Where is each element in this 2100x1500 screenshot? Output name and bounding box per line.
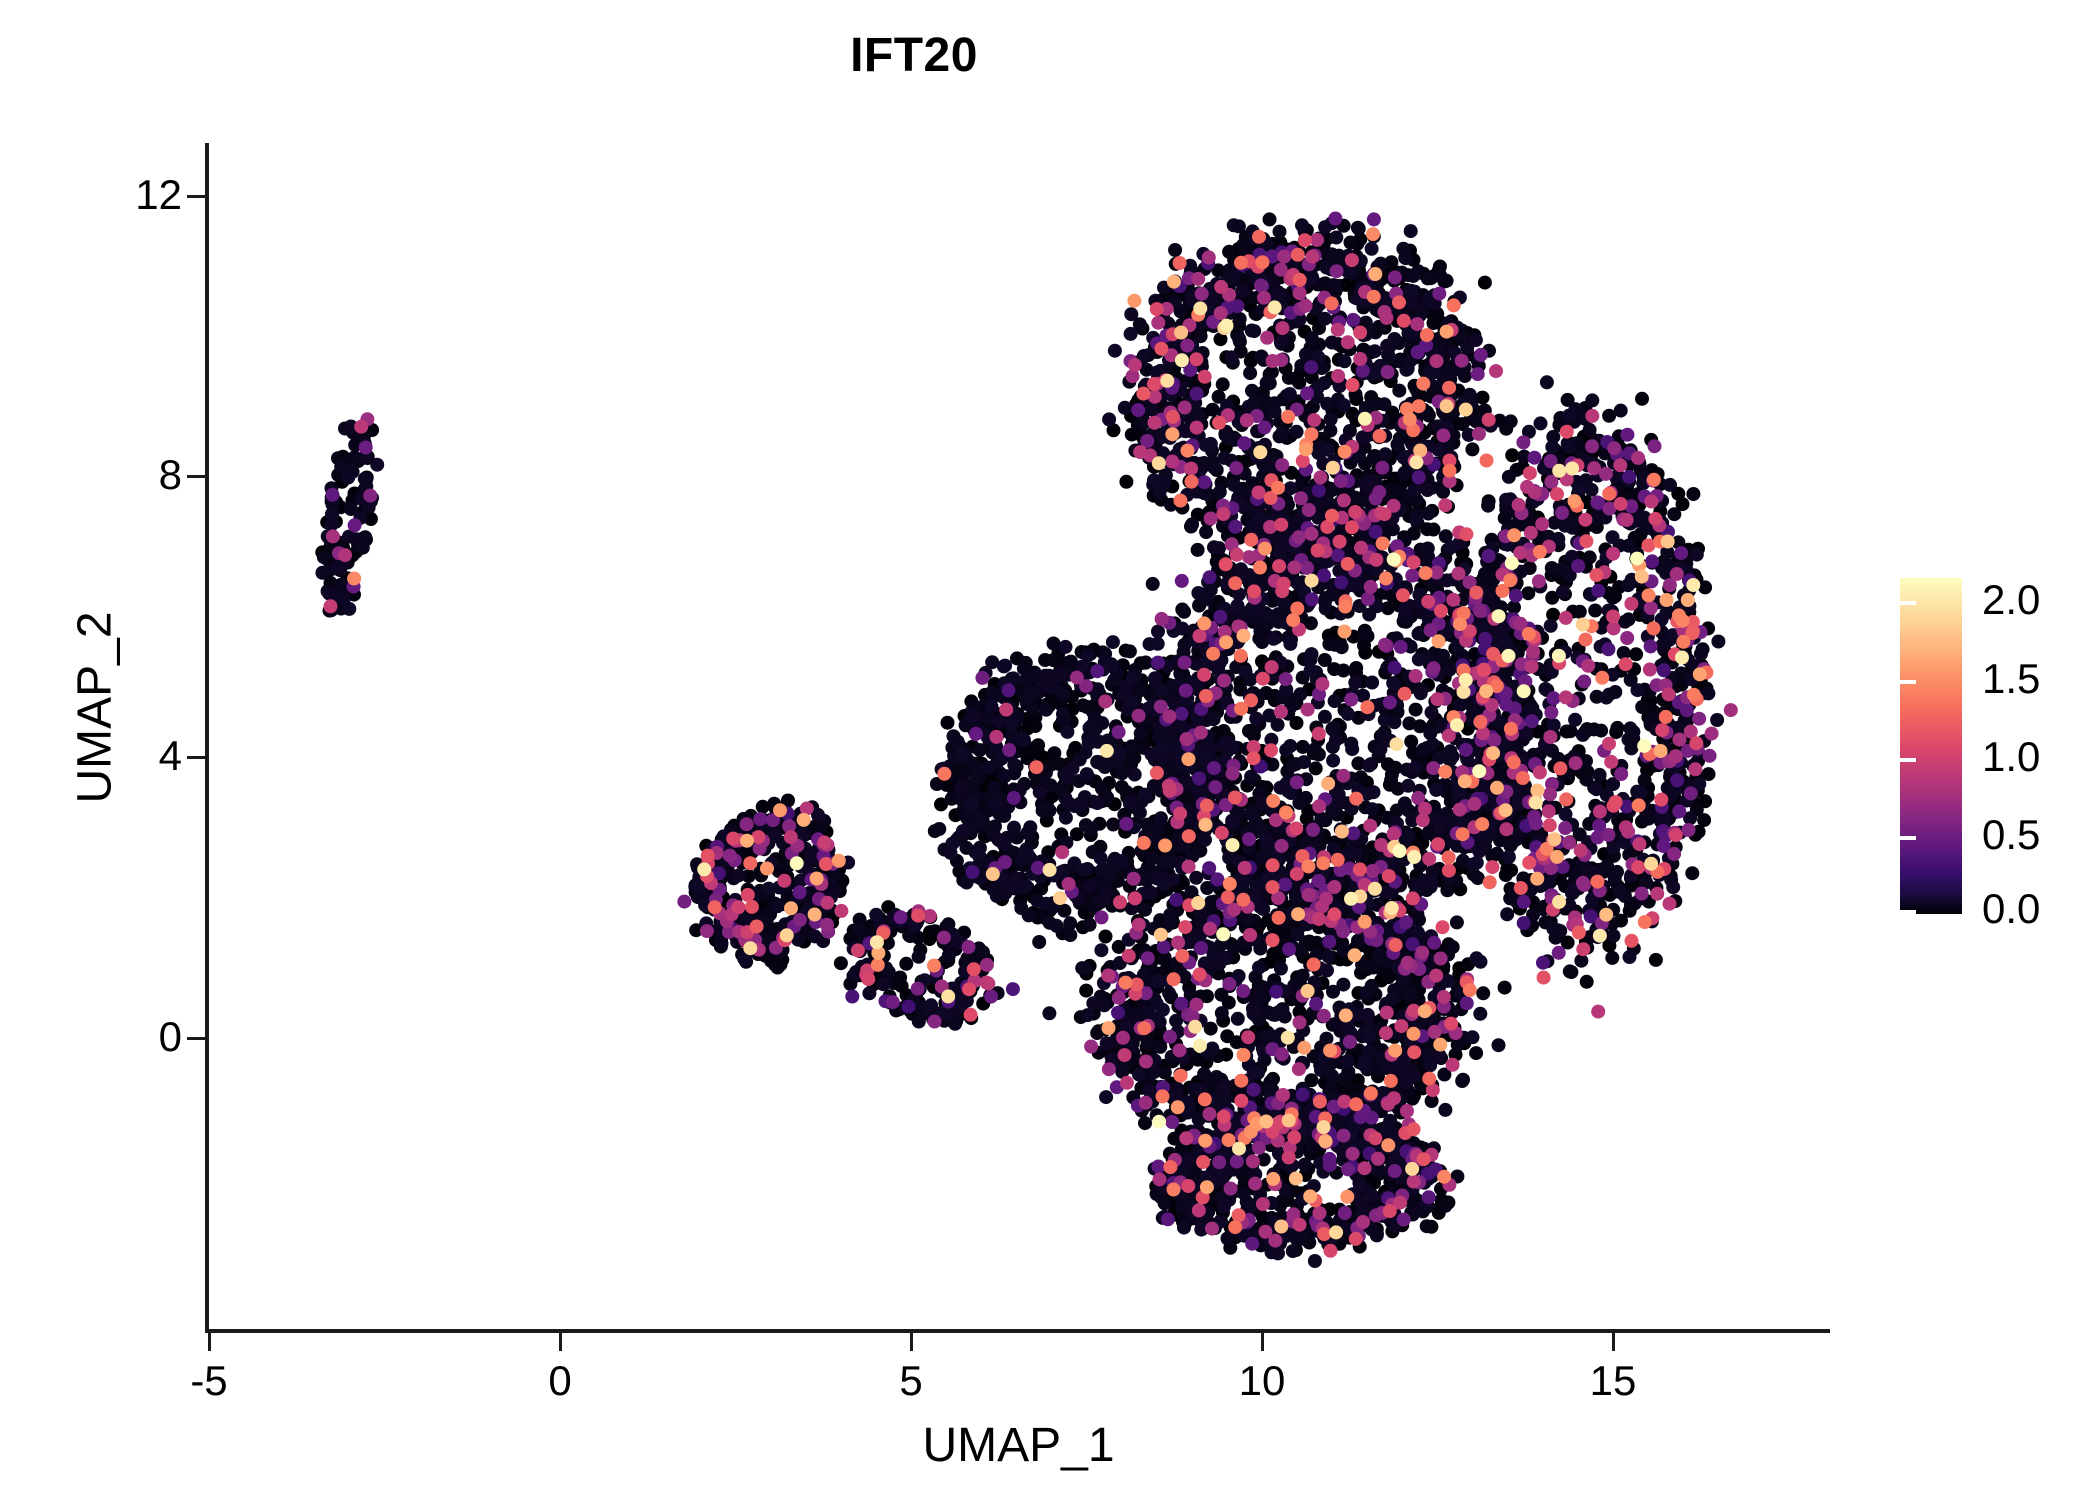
x-tick-mark [208, 1333, 211, 1351]
x-tick-mark [1261, 1333, 1264, 1351]
page-title: IFT20 [850, 29, 978, 82]
plot-panel [209, 145, 1828, 1330]
x-axis-title: UMAP_1 [922, 1419, 1115, 1472]
legend-tick-mark [2064, 679, 2080, 684]
y-tick-label: 12 [135, 170, 182, 218]
legend-tick-mark [1900, 757, 1916, 762]
y-tick-mark [187, 194, 205, 198]
x-tick-mark [1612, 1333, 1615, 1351]
legend-tick-label: 0.5 [1982, 810, 2041, 858]
legend-tick-mark [2064, 910, 2080, 914]
x-tick-label: 5 [899, 1357, 923, 1404]
y-axis-line [205, 143, 209, 1333]
x-tick-label: 15 [1589, 1357, 1637, 1404]
legend-tick-label: 2.0 [1982, 576, 2041, 624]
legend-tick-mark [1900, 679, 1916, 684]
legend-tick-label: 1.5 [1982, 654, 2041, 702]
legend-tick-label: 0.0 [1982, 885, 2041, 932]
x-tick-label: 10 [1238, 1357, 1286, 1404]
legend-tick-mark [1900, 910, 1916, 914]
legend-tick-mark [1900, 835, 1916, 840]
legend-tick-mark [1900, 601, 1916, 606]
y-tick-mark [187, 756, 205, 760]
x-tick-label: -5 [190, 1357, 228, 1404]
color-legend: 2.0 1.5 1.0 0.5 0.0 [1900, 576, 2080, 930]
legend-colorbar [1900, 578, 1962, 914]
legend-tick-mark [2064, 835, 2080, 840]
x-tick-label: 0 [548, 1357, 572, 1404]
legend-tick-label: 1.0 [1982, 732, 2041, 780]
y-tick-mark [187, 1037, 205, 1040]
x-tick-mark [910, 1333, 913, 1351]
y-tick-label: 8 [158, 451, 182, 499]
y-tick-mark [187, 475, 205, 479]
x-axis-line [205, 1329, 1830, 1333]
scatter-points [315, 211, 1738, 1268]
y-tick-label: 0 [158, 1013, 182, 1060]
y-tick-label: 4 [158, 732, 182, 780]
legend-tick-mark [2064, 601, 2080, 606]
legend-tick-mark [2064, 757, 2080, 762]
x-tick-mark [559, 1333, 562, 1351]
y-axis-title: UMAP_2 [68, 611, 122, 804]
